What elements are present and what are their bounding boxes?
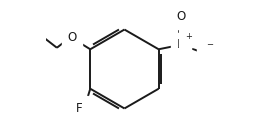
Text: O: O bbox=[67, 31, 76, 44]
Text: F: F bbox=[76, 102, 83, 115]
Text: −: − bbox=[206, 41, 213, 50]
Text: O: O bbox=[177, 10, 186, 23]
Text: O: O bbox=[203, 46, 212, 59]
Text: +: + bbox=[185, 32, 192, 41]
Text: N: N bbox=[177, 38, 186, 51]
